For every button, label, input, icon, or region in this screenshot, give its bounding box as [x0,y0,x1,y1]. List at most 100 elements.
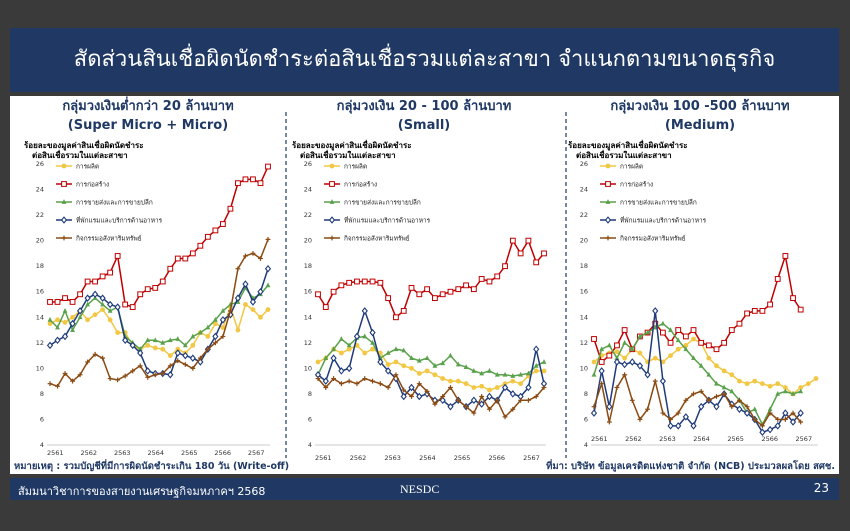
data-point [54,336,61,345]
data-point [501,383,509,392]
x-tick-label: 2565 [727,435,744,443]
data-point [690,422,697,430]
data-point [767,383,773,389]
data-point [100,307,106,313]
data-point [144,286,151,293]
data-point [494,397,500,403]
data-point [338,350,344,356]
data-point [721,391,727,397]
data-point [167,265,174,272]
data-point [518,371,524,377]
data-point [713,402,720,411]
data-point [744,381,750,387]
data-point [122,336,129,345]
data-point [729,372,735,378]
data-point [502,381,508,387]
data-point [479,394,485,399]
x-tick-label: 2565 [181,449,198,457]
data-point [219,316,227,324]
data-point [798,388,804,394]
data-point [61,332,69,341]
data-point [346,279,353,286]
data-point [145,337,151,343]
data-point [92,312,98,318]
data-point [629,358,636,366]
data-point [189,354,196,362]
data-point [455,286,462,293]
data-point [190,342,196,348]
data-point [129,304,136,310]
y-tick-label: 6 [308,415,312,423]
data-point [145,374,151,380]
data-point [652,307,659,315]
data-point [541,385,547,390]
data-point [385,385,391,390]
data-point [752,378,758,384]
data-point [393,314,399,321]
data-point [767,410,773,416]
data-point [416,371,422,376]
footer-seminar-title: สัมมนาวิชาการของสายงานเศรษฐกิจมหภาคฯ 256… [18,485,266,498]
data-point [714,394,719,399]
series-line [593,322,801,427]
data-point [377,381,383,387]
data-point [242,280,249,288]
data-point [70,327,75,332]
data-point [137,346,143,352]
data-point [62,371,68,376]
data-point [606,419,612,425]
data-point [645,406,650,412]
legend-marker [329,181,335,187]
x-tick-label: 2563 [659,435,676,443]
legend-label: ที่พักแรมและบริการด้านอาหาร [620,216,707,225]
y-tick-label: 18 [304,262,312,270]
data-point [362,376,368,381]
data-point [782,409,789,417]
data-point [636,362,644,370]
data-point [782,388,788,394]
y-tick-label: 10 [580,364,588,372]
data-point [502,263,508,270]
legend-label: การผลิต [620,163,643,171]
data-point [613,358,621,366]
y-axis-label: ร้อยละของมูลค่าสินเชื่อผิดนัดชำระ [292,139,412,151]
data-point [264,264,272,273]
data-point [159,278,166,285]
x-tick-label: 2567 [523,454,540,462]
data-point [330,354,337,362]
data-point [331,346,336,352]
x-tick-label: 2561 [315,454,332,462]
data-point [401,347,407,353]
data-point [197,355,203,361]
legend-label: การผลิต [76,163,99,171]
data-point [77,372,83,378]
data-point [614,342,620,349]
data-point [706,371,712,377]
data-point [798,385,804,390]
data-point [212,321,218,327]
data-point [471,368,477,373]
data-point [369,278,376,285]
legend-label: กิจกรรมอสังหาริมทรัพย์ [76,235,142,243]
data-point [614,385,620,390]
data-point [70,314,75,320]
data-point [691,355,696,361]
legend-marker [61,181,67,187]
data-point [439,291,446,298]
data-point [250,176,256,183]
data-point [182,342,188,348]
data-point [107,376,113,381]
data-point [401,387,407,393]
data-point [782,385,788,390]
data-point [416,381,422,387]
data-point [144,367,151,375]
data-point [533,394,539,399]
data-point [509,237,516,244]
data-point [721,384,727,390]
data-point [525,383,532,392]
data-point [432,362,438,368]
footer-org: NESDC [400,482,440,496]
x-tick-label: 2566 [761,435,778,443]
data-point [713,346,720,353]
data-point [463,364,469,369]
